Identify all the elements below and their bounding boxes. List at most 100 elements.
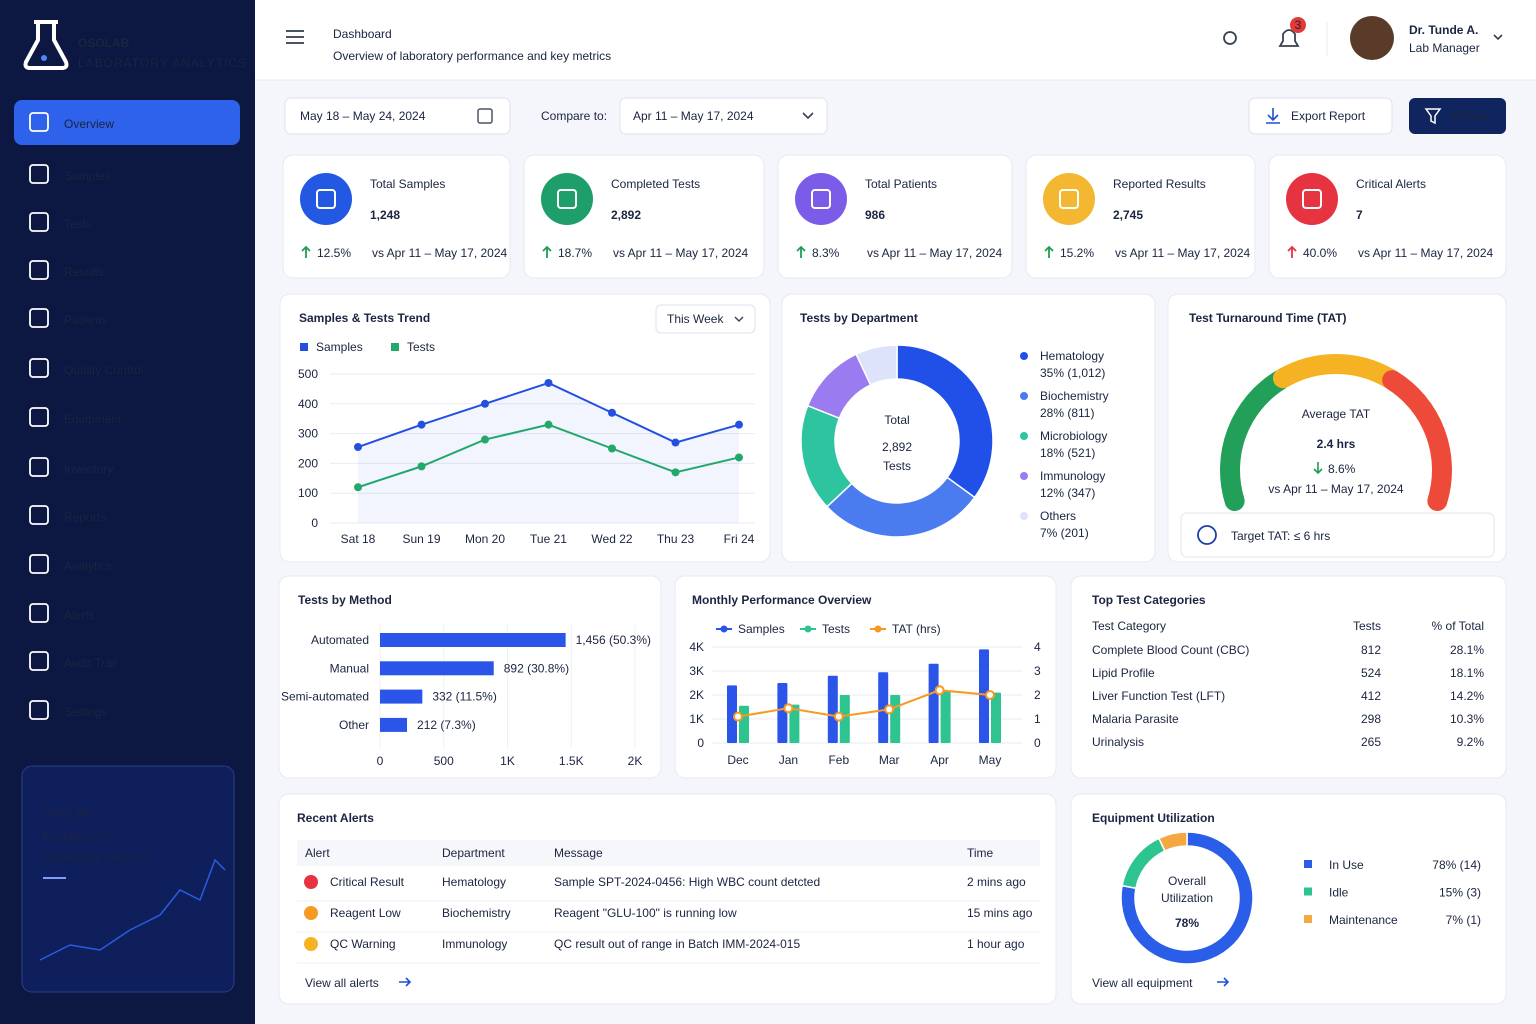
x-tick-label: 1.5K [559, 754, 584, 768]
kpi-glyph [557, 189, 577, 209]
promo-text: Excellence in [43, 830, 114, 844]
kpi-glyph [1302, 189, 1322, 209]
kpi-change: 8.3% [812, 246, 840, 260]
x-tick-label: Sat 18 [341, 532, 376, 546]
bar [979, 649, 989, 743]
nav-item[interactable]: Overview [64, 117, 114, 131]
avatar[interactable] [1350, 16, 1394, 60]
legend-label: Maintenance [1329, 913, 1398, 927]
table-cell: 28.1% [1450, 643, 1484, 657]
card [674, 575, 1057, 779]
legend-label: Idle [1329, 886, 1349, 900]
point [735, 420, 743, 429]
nav-item[interactable]: Settings [64, 705, 107, 719]
point [934, 685, 945, 696]
y2-tick-label: 4 [1034, 640, 1041, 654]
kpi-arrow [301, 245, 311, 258]
y-tick-label: Automated [311, 633, 369, 647]
nav-icon [29, 700, 49, 720]
tagline: LABORATORY ANALYTICS [78, 56, 247, 70]
card [278, 575, 662, 779]
gauge-change: 8.6% [1328, 462, 1356, 476]
view-all-link[interactable]: View all equipment [1092, 976, 1193, 990]
table-cell: 1 hour ago [967, 937, 1025, 951]
period-select[interactable] [655, 304, 756, 334]
point [481, 435, 489, 444]
kpi-arrow [1287, 245, 1297, 258]
nav-item[interactable]: Alerts [64, 608, 95, 622]
user-chevron[interactable] [1493, 34, 1503, 41]
y-tick-label: 4K [689, 640, 704, 654]
x-tick-label: Sun 19 [402, 532, 440, 546]
nav-item[interactable]: Analytics [64, 559, 112, 573]
nav-item[interactable]: Results [64, 265, 104, 279]
header [255, 0, 1536, 80]
y2-tick-label: 3 [1034, 664, 1041, 678]
legend-dot [1020, 352, 1028, 360]
page-title: Dashboard [333, 27, 392, 41]
kpi-change: 12.5% [317, 246, 351, 260]
table-cell: 15 mins ago [967, 906, 1033, 920]
legend-swatch [1304, 915, 1312, 923]
export-label[interactable]: Export Report [1291, 109, 1366, 123]
period-label: This Week [667, 312, 724, 326]
card [278, 793, 1057, 1005]
filters-button[interactable] [1409, 98, 1506, 134]
table-cell: Hematology [442, 875, 506, 889]
kpi-arrow [1044, 245, 1054, 258]
y-tick-label: Semi-automated [281, 690, 369, 704]
bar [380, 633, 566, 647]
chart-title: Samples & Tests Trend [299, 311, 430, 325]
logo-dot [41, 55, 47, 61]
kpi-icon [795, 173, 847, 225]
nav-item[interactable]: Audit Trail [64, 656, 117, 670]
card [1070, 575, 1507, 779]
kpi-label: Total Samples [370, 177, 445, 191]
gauge-arc [1220, 370, 1290, 511]
nav-item[interactable]: Tests [64, 217, 92, 231]
gauge-label: Average TAT [1302, 407, 1371, 421]
legend-label: Microbiology [1040, 429, 1107, 443]
compare-select[interactable] [619, 97, 828, 135]
nav-icon [29, 603, 49, 623]
nav-item[interactable]: Reports [64, 510, 106, 524]
export-icon [1266, 108, 1280, 124]
table-header: Department [442, 846, 505, 860]
theme-toggle[interactable] [1223, 31, 1237, 45]
kpi-compare: vs Apr 11 – May 17, 2024 [1358, 246, 1494, 260]
table-cell: Urinalysis [1092, 735, 1144, 749]
donut-center-label: Utilization [1161, 891, 1213, 905]
nav-item[interactable]: Quality Control [64, 363, 143, 377]
bar [789, 704, 800, 743]
nav-item[interactable]: Inventory [64, 462, 113, 476]
gauge-value: 2.4 hrs [1317, 437, 1356, 451]
y2-tick-label: 1 [1034, 712, 1041, 726]
view-all-link[interactable]: View all alerts [305, 976, 379, 990]
x-tick-label: Thu 23 [657, 532, 695, 546]
legend-swatch [300, 343, 308, 351]
legend-label: Immunology [1040, 469, 1105, 483]
kpi-icon [1286, 173, 1338, 225]
table-cell: Complete Blood Count (CBC) [1092, 643, 1249, 657]
bell-icon[interactable] [1278, 29, 1300, 47]
export-button[interactable] [1248, 97, 1393, 135]
table-cell: 812 [1361, 643, 1381, 657]
x-tick-label: Dec [727, 753, 748, 767]
chart-title: Tests by Method [298, 593, 392, 607]
legend-value: 15% (3) [1439, 886, 1481, 900]
nav-icon [29, 554, 49, 574]
bar [878, 672, 889, 743]
y-tick-label: 400 [298, 397, 318, 411]
nav-item[interactable]: Samples [64, 169, 111, 183]
donut-slice [896, 344, 994, 499]
bar [928, 663, 939, 743]
nav-item[interactable]: Equipment [64, 412, 122, 426]
table-cell: 18.1% [1450, 666, 1484, 680]
nav-item[interactable]: Patients [64, 313, 107, 327]
nav-active[interactable] [14, 100, 240, 145]
filters-label[interactable]: Filters [1452, 109, 1488, 123]
date-picker[interactable] [284, 97, 511, 135]
x-tick-label: Jan [779, 753, 798, 767]
gauge-compare: vs Apr 11 – May 17, 2024 [1268, 482, 1404, 496]
table-cell: Sample SPT-2024-0456: High WBC count det… [554, 875, 820, 889]
